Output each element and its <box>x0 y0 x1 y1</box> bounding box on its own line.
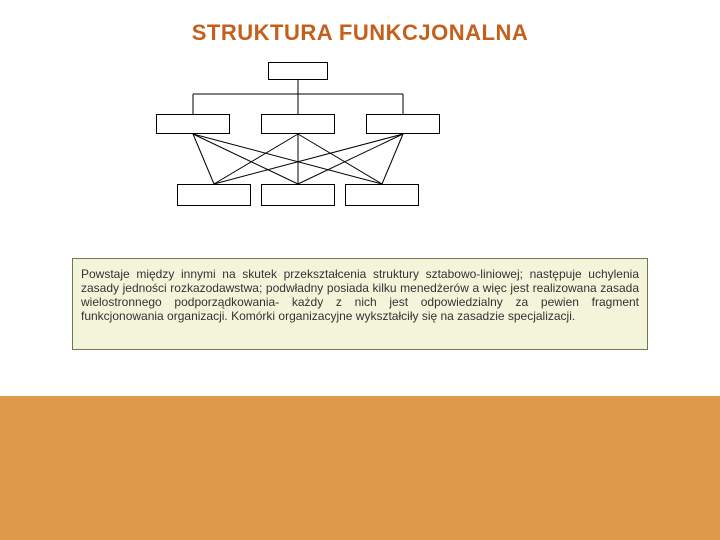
org-chart-diagram <box>148 62 448 212</box>
org-bot-box-0 <box>177 184 251 206</box>
bottom-color-band <box>0 396 720 540</box>
org-mid-box-0 <box>156 114 230 134</box>
slide-title: STRUKTURA FUNKCJONALNA <box>170 20 550 46</box>
slide-page: STRUKTURA FUNKCJONALNA Powstaje między i… <box>0 0 720 540</box>
description-box: Powstaje między innymi na skutek przeksz… <box>72 258 648 350</box>
org-bot-box-2 <box>345 184 419 206</box>
org-mid-box-1 <box>261 114 335 134</box>
description-text: Powstaje między innymi na skutek przeksz… <box>81 267 639 323</box>
org-top-box <box>268 62 328 80</box>
org-mid-box-2 <box>366 114 440 134</box>
org-bot-box-1 <box>261 184 335 206</box>
